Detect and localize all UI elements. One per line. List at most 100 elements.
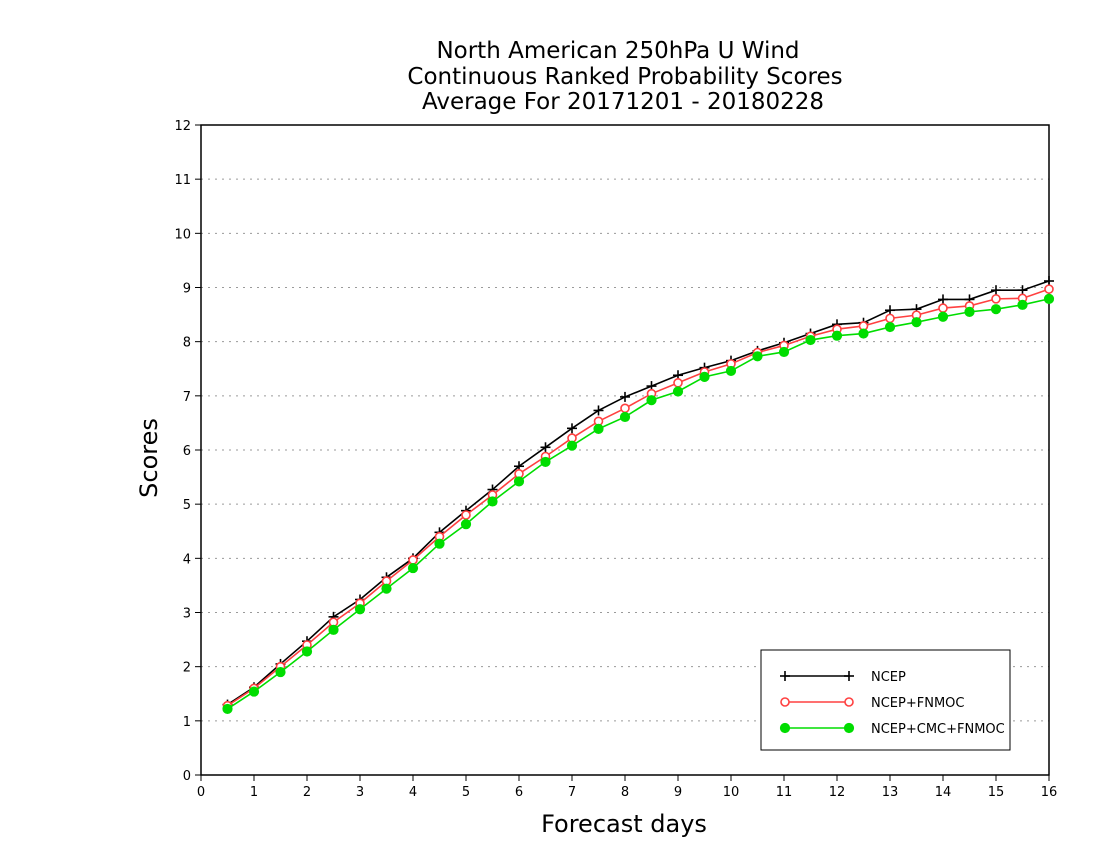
data-point — [487, 496, 498, 507]
y-tick-label: 9 — [183, 282, 191, 297]
chart-title-line-1: North American 250hPa U Wind — [436, 38, 799, 64]
data-point — [328, 624, 339, 635]
data-point — [991, 294, 1001, 304]
x-tick-label: 14 — [935, 785, 952, 800]
data-point — [646, 395, 657, 406]
y-tick-label: 1 — [183, 715, 191, 730]
series-ncep — [222, 276, 1054, 710]
legend-marker — [780, 671, 790, 681]
legend-box — [760, 649, 1011, 751]
data-point — [991, 285, 1001, 296]
legend-label: NCEP+CMC+FNMOC — [871, 722, 1005, 737]
data-point — [593, 405, 604, 416]
x-tick-label: 2 — [303, 785, 311, 800]
data-point — [1017, 299, 1028, 310]
legend-marker — [779, 722, 791, 734]
data-point — [620, 403, 630, 414]
series-ncep-cmc-fnmoc — [222, 293, 1055, 715]
x-tick-label: 7 — [568, 785, 576, 800]
data-point — [752, 351, 763, 362]
data-point — [1043, 293, 1055, 304]
chart-title-line-2: Continuous Ranked Probability Scores — [407, 64, 842, 90]
y-tick-label: 2 — [183, 661, 191, 676]
series-layer — [222, 276, 1055, 715]
data-point — [275, 666, 286, 678]
y-tick-label: 11 — [174, 173, 191, 188]
data-point — [805, 334, 816, 346]
y-tick-label: 0 — [183, 769, 191, 784]
data-point — [222, 703, 233, 715]
data-point — [540, 442, 551, 453]
data-point — [620, 391, 630, 402]
series-ncep-fnmoc — [222, 284, 1054, 711]
data-point — [884, 321, 896, 333]
data-point — [248, 686, 260, 697]
x-tick-label: 3 — [356, 785, 364, 800]
x-tick-label: 4 — [409, 785, 417, 800]
legend-marker — [844, 697, 854, 707]
data-point — [619, 411, 631, 423]
legend-marker — [843, 722, 855, 734]
x-tick-label: 9 — [674, 785, 682, 800]
y-axis-label: Scores — [135, 418, 163, 498]
x-tick-label: 0 — [197, 785, 205, 800]
data-point — [964, 306, 975, 317]
data-point — [513, 476, 525, 487]
legend-label: NCEP+FNMOC — [871, 696, 964, 711]
data-point — [885, 313, 895, 324]
x-tick-label: 15 — [988, 785, 1005, 800]
series-line — [227, 288, 1050, 707]
x-tick-label: 8 — [621, 785, 629, 800]
grid-lines — [201, 178, 1049, 722]
legend: NCEP NCEP+FNMOC NCEP+CMC+FNMOC — [760, 649, 1011, 751]
legend-marker — [844, 671, 854, 681]
y-tick-label: 12 — [174, 119, 191, 134]
x-tick-label: 5 — [462, 785, 470, 800]
data-point — [301, 646, 313, 657]
data-point — [673, 378, 683, 388]
data-point — [937, 311, 949, 322]
chart-title: North American 250hPa U Wind Continuous … — [407, 38, 842, 115]
data-point — [434, 538, 445, 549]
series-line — [227, 280, 1050, 706]
y-tick-label: 8 — [183, 336, 191, 351]
data-point — [1044, 284, 1054, 294]
legend-entry: NCEP+FNMOC — [780, 696, 964, 711]
data-point — [354, 604, 366, 615]
data-point — [381, 583, 392, 594]
data-point — [938, 294, 948, 305]
data-point — [593, 423, 604, 434]
data-point — [699, 371, 710, 382]
data-point — [407, 562, 419, 574]
x-tick-label: 16 — [1041, 785, 1058, 800]
y-tick-label: 4 — [183, 552, 191, 567]
x-tick-label: 10 — [723, 785, 740, 800]
data-point — [672, 386, 684, 397]
legend-entry: NCEP — [780, 670, 906, 685]
x-tick-label: 1 — [250, 785, 258, 800]
y-tick-label: 10 — [174, 227, 191, 242]
plot-frame — [200, 124, 1050, 776]
legend-marker — [780, 697, 790, 707]
data-point — [567, 423, 577, 434]
data-point — [990, 304, 1002, 315]
data-point — [831, 330, 843, 341]
legend-label: NCEP — [871, 670, 906, 685]
data-point — [461, 510, 471, 520]
data-point — [460, 519, 472, 530]
data-point — [858, 328, 869, 339]
x-tick-label: 12 — [829, 785, 846, 800]
data-point — [540, 456, 551, 468]
data-point — [408, 555, 418, 565]
data-point — [566, 440, 578, 451]
x-tick-label: 13 — [882, 785, 899, 800]
x-axis-label: Forecast days — [541, 810, 707, 838]
y-tick-label: 5 — [183, 498, 191, 513]
data-point — [725, 365, 737, 377]
y-tick-label: 3 — [183, 607, 191, 622]
x-tick-label: 11 — [776, 785, 793, 800]
data-point — [911, 317, 922, 328]
y-tick-label: 7 — [183, 390, 191, 405]
